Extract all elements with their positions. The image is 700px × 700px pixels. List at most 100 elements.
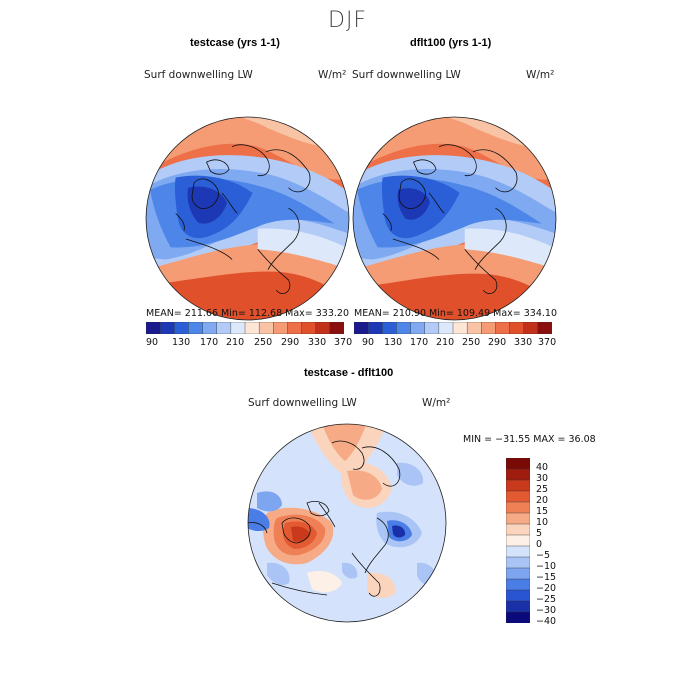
tick: 90 xyxy=(146,337,159,348)
colorbar-swatch xyxy=(506,479,530,492)
tick: 290 xyxy=(281,337,300,348)
panel3-colorbar xyxy=(506,458,530,623)
tick: 210 xyxy=(436,337,455,348)
panel3-coastlines xyxy=(248,440,401,597)
colorbar-swatch xyxy=(506,600,530,613)
colorbar-swatch xyxy=(506,611,530,623)
tick: −30 xyxy=(536,605,557,616)
colorbar-swatch xyxy=(244,322,260,334)
tick: 170 xyxy=(200,337,219,348)
panel1-units-label: W/m² xyxy=(318,69,347,81)
panel2-stats: MEAN= 210.90 Min= 109.49 Max= 334.10 xyxy=(354,308,558,319)
tick: −10 xyxy=(536,561,557,572)
tick: 250 xyxy=(462,337,481,348)
panel3-variable-label: Surf downwelling LW xyxy=(248,397,357,409)
panel2-coastlines xyxy=(382,144,518,294)
panel3-units-label: W/m² xyxy=(422,397,451,409)
panel3-polar-map xyxy=(247,423,447,623)
colorbar-swatch xyxy=(301,322,317,334)
colorbar-swatch xyxy=(146,322,161,334)
colorbar-swatch xyxy=(506,556,530,569)
colorbar-swatch xyxy=(506,512,530,525)
colorbar-swatch xyxy=(382,322,397,334)
panel3-stats: MIN = −31.55 MAX = 36.08 xyxy=(463,434,596,445)
colorbar-swatch xyxy=(230,322,246,334)
colorbar-swatch xyxy=(159,322,175,334)
colorbar-swatch xyxy=(506,501,530,514)
tick: 40 xyxy=(536,462,549,473)
tick: 290 xyxy=(488,337,507,348)
tick: 330 xyxy=(514,337,533,348)
colorbar-swatch xyxy=(216,322,232,334)
colorbar-swatch xyxy=(188,322,204,334)
panel2-polar-map xyxy=(352,116,557,321)
tick: −20 xyxy=(536,583,557,594)
colorbar-swatch xyxy=(315,322,331,334)
colorbar-swatch xyxy=(174,322,189,334)
colorbar-swatch xyxy=(506,567,530,580)
colorbar-swatch xyxy=(506,490,530,503)
panel3-title: testcase - dflt100 xyxy=(304,367,394,379)
colorbar-swatch xyxy=(506,468,530,481)
tick: 370 xyxy=(538,337,557,348)
tick: −15 xyxy=(536,572,557,583)
colorbar-swatch xyxy=(273,322,288,334)
tick: 210 xyxy=(226,337,245,348)
colorbar-swatch xyxy=(506,523,530,536)
panel2-field xyxy=(353,117,556,320)
panel2-colorbar-ticks: 90 130 170 210 250 290 330 370 xyxy=(354,337,556,349)
panel2-colorbar xyxy=(354,322,552,334)
colorbar-swatch xyxy=(481,322,496,334)
tick: 5 xyxy=(536,528,543,539)
colorbar-swatch xyxy=(506,589,530,602)
colorbar-swatch xyxy=(523,322,539,334)
colorbar-swatch xyxy=(506,458,530,470)
page-title: DJF xyxy=(328,8,368,33)
colorbar-swatch xyxy=(202,322,218,334)
tick: 25 xyxy=(536,484,549,495)
tick: 10 xyxy=(536,517,549,528)
tick: 330 xyxy=(308,337,327,348)
colorbar-swatch xyxy=(410,322,426,334)
colorbar-swatch xyxy=(396,322,412,334)
tick: −25 xyxy=(536,594,557,605)
tick: 130 xyxy=(172,337,191,348)
colorbar-swatch xyxy=(367,322,383,334)
tick: 20 xyxy=(536,495,549,506)
colorbar-swatch xyxy=(506,534,530,547)
colorbar-swatch xyxy=(329,322,344,334)
panel1-stats: MEAN= 211.66 Min= 112.68 Max= 333.20 xyxy=(146,308,350,319)
tick: 0 xyxy=(536,539,543,550)
colorbar-swatch xyxy=(258,322,274,334)
tick: 370 xyxy=(334,337,353,348)
panel2-map-border xyxy=(352,116,557,321)
tick: 90 xyxy=(362,337,375,348)
tick: −5 xyxy=(536,550,551,561)
panel1-title: testcase (yrs 1-1) xyxy=(190,37,280,49)
colorbar-swatch xyxy=(287,322,303,334)
panel2-units-label: W/m² xyxy=(526,69,555,81)
colorbar-swatch xyxy=(354,322,369,334)
colorbar-swatch xyxy=(466,322,482,334)
tick: 30 xyxy=(536,473,549,484)
panel3-colorbar-ticks: 40 30 25 20 15 10 5 0 −5 −10 −15 −20 −25… xyxy=(536,462,576,627)
tick: −40 xyxy=(536,616,557,627)
tick: 170 xyxy=(410,337,429,348)
panel1-variable-label: Surf downwelling LW xyxy=(144,69,253,81)
panel2-variable-label: Surf downwelling LW xyxy=(352,69,461,81)
colorbar-swatch xyxy=(452,322,468,334)
panel3-field xyxy=(248,424,446,622)
panel1-coastlines xyxy=(175,144,311,294)
panel2-title: dflt100 (yrs 1-1) xyxy=(410,37,492,49)
panel3-map-border xyxy=(247,423,447,623)
colorbar-swatch xyxy=(495,322,511,334)
colorbar-swatch xyxy=(537,322,552,334)
panel1-polar-map xyxy=(145,116,350,321)
colorbar-swatch xyxy=(438,322,454,334)
panel1-colorbar xyxy=(146,322,344,334)
tick: 250 xyxy=(254,337,273,348)
colorbar-swatch xyxy=(506,578,530,591)
colorbar-swatch xyxy=(424,322,440,334)
tick: 15 xyxy=(536,506,549,517)
colorbar-swatch xyxy=(509,322,525,334)
